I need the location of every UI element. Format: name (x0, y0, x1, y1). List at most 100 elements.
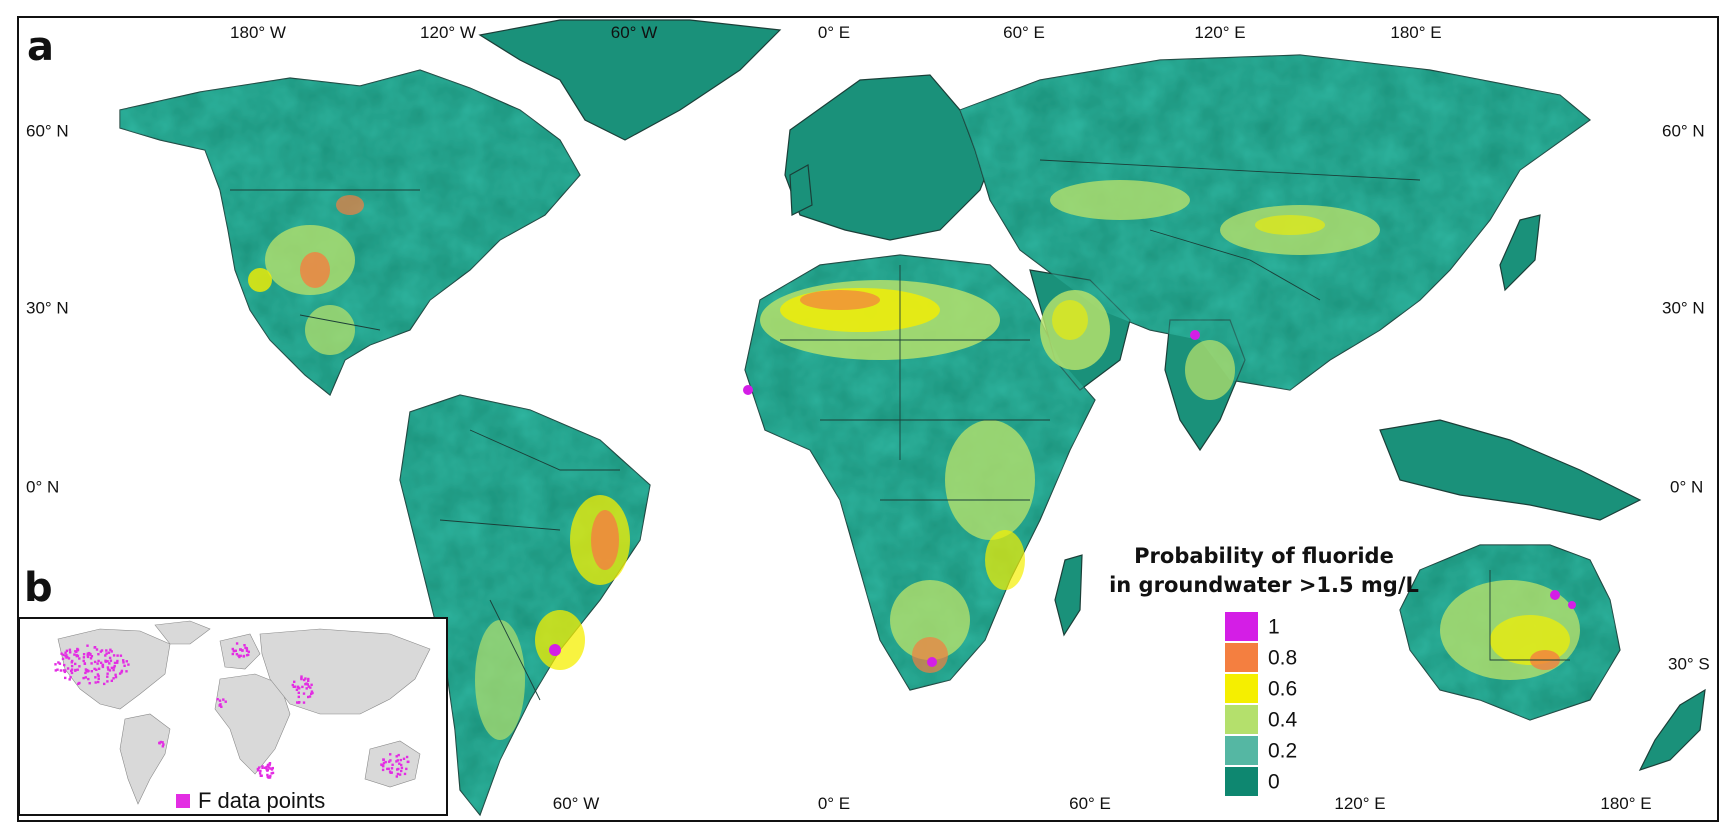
inset-data-point (90, 662, 93, 665)
inset-data-point (405, 755, 409, 759)
inset-data-point (237, 654, 240, 657)
inset-data-point (293, 680, 296, 683)
legend-swatch (1225, 767, 1258, 796)
inset-data-point (122, 659, 125, 662)
inset-data-point (265, 765, 268, 769)
inset-data-point (267, 766, 271, 769)
inset-data-point (389, 771, 392, 774)
inset-panel[interactable] (18, 617, 448, 816)
new-zealand (1638, 688, 1706, 772)
inset-data-point (110, 650, 113, 653)
inset-data-point (57, 661, 60, 664)
inset-data-point (397, 753, 400, 757)
inset-data-point (268, 762, 272, 765)
inset-data-point (311, 691, 314, 695)
inset-data-point (218, 699, 222, 702)
top-tick-label: 0° E (817, 23, 851, 42)
inset-data-point (113, 661, 117, 665)
inset-data-point (238, 655, 241, 659)
inset-data-point (270, 768, 274, 771)
inset-data-point (302, 692, 306, 695)
legend-label: 1 (1268, 615, 1280, 639)
inset-data-point (101, 665, 105, 669)
inset-data-point (268, 776, 272, 779)
inset-data-point (54, 663, 57, 666)
inset-data-point (300, 677, 303, 681)
legend-label: 0.4 (1268, 708, 1298, 732)
inset-data-point (87, 652, 91, 655)
inset-data-point (158, 741, 161, 745)
inset-data-point (261, 766, 264, 769)
inset-data-point (78, 665, 81, 668)
madagascar (1054, 554, 1083, 637)
inset-data-point (307, 679, 310, 682)
inset-data-point (258, 772, 262, 775)
greenland (478, 19, 782, 141)
right-tick-label: 30° S (1668, 654, 1710, 674)
inset-land (57, 620, 431, 805)
inset-data-point (391, 763, 394, 766)
inset-data-point (76, 649, 79, 652)
inset-data-point (97, 659, 100, 663)
inset-data-point (380, 763, 383, 766)
inset-data-point (86, 654, 89, 657)
inset-data-point (261, 765, 264, 768)
legend-swatch (1225, 674, 1258, 703)
inset-data-point (68, 648, 72, 651)
inset-data-point (97, 674, 100, 678)
inset-data-point (76, 668, 79, 671)
legend-swatch (1225, 705, 1258, 734)
inset-data-point (303, 678, 306, 682)
inset-data-point (127, 663, 130, 666)
legend-swatch (1225, 736, 1258, 765)
inset-data-point (69, 676, 72, 679)
inset-data-point (309, 686, 312, 689)
inset-map (54, 620, 431, 805)
inset-data-point (63, 670, 67, 674)
right-tick-label: 60° N (1662, 121, 1705, 141)
inset-data-point (381, 764, 385, 767)
inset-data-point (382, 758, 385, 762)
inset-data-point (266, 773, 269, 777)
inset-data-point (296, 701, 299, 704)
inset-data-point (271, 771, 275, 775)
inset-data-point (70, 669, 73, 673)
inset-data-point (301, 685, 304, 689)
inset-data-point (110, 666, 114, 670)
inset-data-point (400, 769, 403, 773)
inset-data-point (86, 644, 89, 647)
inset-data-point (242, 654, 246, 658)
inset-data-point (105, 652, 108, 655)
inset-data-point (125, 660, 128, 663)
inset-data-point (56, 668, 59, 671)
inset-data-point (390, 767, 394, 770)
inset-legend-swatch (176, 794, 190, 808)
legend-swatch (1225, 612, 1258, 641)
inset-data-point (101, 664, 104, 667)
inset-data-point (292, 685, 295, 688)
inset-data-point (307, 677, 310, 681)
inset-data-point (66, 667, 70, 670)
bottom-tick-label: 180° E (1600, 794, 1652, 813)
inset-data-point (395, 775, 398, 778)
inset-data-point (302, 701, 306, 704)
inset-legend: F data points (176, 790, 325, 812)
inset-data-point (266, 769, 269, 772)
inset-data-point (106, 675, 109, 678)
inset-data-point (405, 767, 408, 771)
inset-data-point (107, 668, 110, 671)
inset-data-point (297, 695, 300, 699)
inset-data-point (87, 669, 90, 673)
bottom-tick-label: 60° W (552, 794, 600, 813)
inset-data-point (295, 688, 299, 691)
inset-data-point (95, 668, 98, 671)
inset-data-point (300, 675, 303, 678)
inset-data-point (116, 661, 119, 664)
inset-data-point (398, 773, 402, 776)
inset-data-point (310, 692, 313, 695)
inset-data-point (398, 762, 401, 765)
country-borders (230, 159, 1570, 701)
southeast-asia-islands (1379, 419, 1642, 521)
inset-data-point (388, 770, 392, 773)
